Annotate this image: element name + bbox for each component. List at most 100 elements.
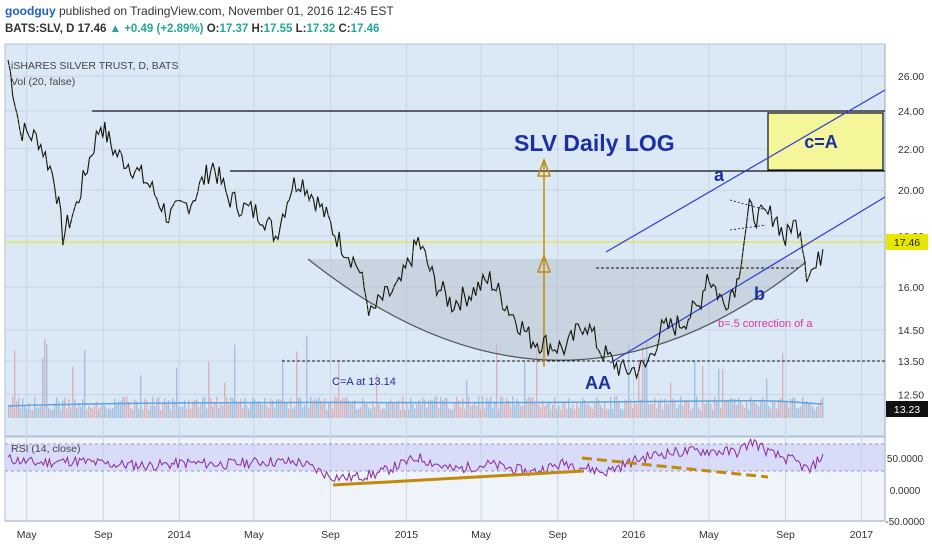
volume-bar	[540, 407, 542, 418]
volume-bar	[700, 409, 702, 418]
wave-label-a: a	[714, 165, 725, 185]
volume-bar	[238, 403, 240, 418]
volume-bar	[206, 408, 208, 418]
legend-series: iSHARES SILVER TRUST, D, BATS	[11, 60, 178, 72]
volume-bar	[552, 404, 554, 418]
volume-bar	[340, 399, 342, 418]
volume-bar	[752, 400, 754, 418]
volume-bar	[274, 407, 276, 418]
volume-bar	[254, 399, 256, 418]
volume-bar	[632, 407, 634, 418]
volume-bar	[770, 408, 772, 418]
volume-bar	[26, 408, 28, 418]
volume-bar	[50, 409, 52, 418]
ca-box-label: c=A	[804, 132, 838, 152]
volume-bar	[454, 402, 456, 418]
volume-bar	[348, 400, 350, 418]
time-tick-label: May	[17, 529, 38, 541]
volume-bar	[228, 404, 230, 418]
volume-bar	[594, 402, 596, 418]
volume-bar	[296, 351, 298, 418]
volume-bar	[292, 408, 294, 418]
volume-bar	[772, 399, 774, 418]
volume-bar	[232, 398, 234, 418]
volume-bar	[154, 405, 156, 418]
volume-bar	[174, 401, 176, 418]
volume-bar	[686, 400, 688, 418]
time-axis[interactable]	[0, 521, 932, 550]
volume-bar	[298, 397, 300, 418]
volume-bar	[674, 399, 676, 418]
volume-bar	[190, 408, 192, 418]
rsi-tick-label: -50.0000	[885, 517, 925, 528]
volume-bar	[628, 343, 630, 418]
volume-bar	[326, 409, 328, 418]
price-series	[7, 59, 824, 380]
volume-bar	[216, 396, 218, 418]
rsi-band	[5, 444, 885, 471]
volume-bar	[758, 406, 760, 418]
volume-bar	[748, 409, 750, 418]
volume-bar	[680, 396, 682, 418]
volume-bar	[528, 396, 530, 418]
volume-bar	[306, 335, 308, 418]
volume-bar	[790, 398, 792, 418]
volume-bar	[642, 346, 644, 418]
volume-bar	[582, 397, 584, 418]
volume-bar	[778, 399, 780, 418]
volume-bar	[592, 408, 594, 418]
volume-bar	[606, 408, 608, 418]
volume-bar	[78, 403, 80, 418]
measure-arrow-head-top	[536, 157, 552, 177]
volume-bar	[448, 408, 450, 418]
volume-bar	[576, 402, 578, 418]
volume-bar	[384, 408, 386, 418]
volume-bar	[618, 402, 620, 418]
volume-bar	[532, 396, 534, 418]
volume-bar	[522, 406, 524, 418]
volume-bar	[820, 399, 822, 418]
wave-label-aa: AA	[585, 373, 611, 393]
volume-bar	[600, 405, 602, 418]
price-axis[interactable]	[885, 44, 932, 521]
volume-bar	[508, 400, 510, 418]
volume-bar	[570, 408, 572, 418]
volume-bar	[398, 400, 400, 418]
volume-bar	[516, 399, 518, 418]
volume-bar	[662, 409, 664, 418]
volume-bar	[506, 397, 508, 418]
price-chart[interactable]: c=A SLV Daily LOG a b AA b=.5 correction…	[0, 42, 932, 550]
volume-bar	[76, 408, 78, 418]
rsi-line	[7, 437, 824, 483]
volume-bar	[130, 407, 132, 418]
volume-bar	[24, 405, 26, 418]
volume-bar	[334, 396, 336, 418]
volume-bar	[780, 398, 782, 418]
volume-bar	[726, 400, 728, 418]
last-price: 17.46	[77, 23, 107, 35]
volume-bar	[424, 399, 426, 418]
volume-bar	[182, 406, 184, 418]
volume-bar	[794, 398, 796, 418]
volume-bar	[722, 369, 724, 418]
author-name[interactable]: goodguy	[5, 4, 56, 18]
price-pane[interactable]	[4, 43, 886, 437]
rsi-tick-label: 50.0000	[887, 454, 924, 465]
volume-bar	[816, 406, 818, 418]
volume-bar	[338, 360, 340, 418]
volume-bar	[774, 401, 776, 418]
volume-bar	[488, 400, 490, 418]
volume-bar	[218, 407, 220, 418]
volume-bar	[814, 409, 816, 418]
volume-bar	[734, 398, 736, 418]
volume-bar	[658, 401, 660, 418]
time-tick-label: Sep	[548, 529, 567, 541]
volume-bar	[500, 396, 502, 418]
volume-bar	[782, 353, 784, 418]
volume-bar	[466, 379, 468, 418]
volume-bar	[690, 409, 692, 418]
volume-bar	[176, 367, 178, 418]
volume-bar	[712, 409, 714, 418]
volume-bar	[482, 396, 484, 418]
volume-bar	[426, 407, 428, 418]
